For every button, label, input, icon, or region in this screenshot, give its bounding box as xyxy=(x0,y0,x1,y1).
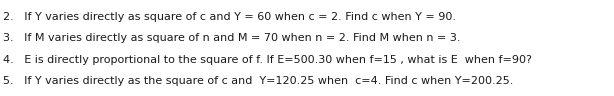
Text: 5.   If Y varies directly as the square of c and  Y=120.25 when  c=4. Find c whe: 5. If Y varies directly as the square of… xyxy=(3,76,513,86)
Text: 4.   E is directly proportional to the square of f. If E=500.30 when f=15 , what: 4. E is directly proportional to the squ… xyxy=(3,55,532,65)
Text: 3.   If M varies directly as square of n and M = 70 when n = 2. Find M when n = : 3. If M varies directly as square of n a… xyxy=(3,33,460,43)
Text: 2.   If Y varies directly as square of c and Y = 60 when c = 2. Find c when Y = : 2. If Y varies directly as square of c a… xyxy=(3,12,456,22)
